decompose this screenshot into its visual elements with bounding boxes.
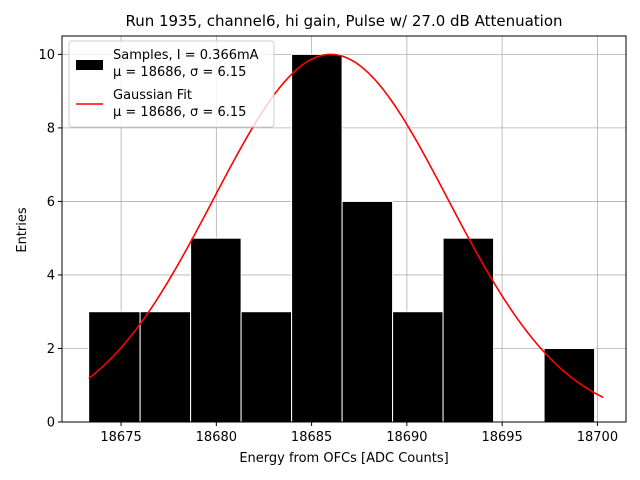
legend-fit-stats: μ = 18686, σ = 6.15 <box>113 105 246 120</box>
x-tick-label: 18685 <box>291 430 332 445</box>
histogram-bar <box>139 311 192 423</box>
histogram-bar <box>341 200 394 423</box>
x-axis-title: Energy from OFCs [ADC Counts] <box>239 451 448 466</box>
y-tick-label: 10 <box>38 48 55 63</box>
legend-samples-stats: μ = 18686, σ = 6.15 <box>113 65 246 80</box>
gaussian-fit-line <box>88 53 604 399</box>
y-tick-label: 2 <box>47 342 55 357</box>
histogram-bar <box>442 237 495 423</box>
legend-samples-swatch <box>76 60 103 70</box>
plot-frame <box>61 35 627 423</box>
gaussian-fit-curve <box>88 53 604 399</box>
histogram-bar <box>88 311 141 423</box>
axis-ticks: 18675 18680 18685 18690 18695 18700 0 2 4 6 8 10 <box>38 48 618 445</box>
y-tick-label: 8 <box>47 121 55 136</box>
chart-title: Run 1935, channel6, hi gain, Pulse w/ 27… <box>125 12 562 30</box>
legend-fit-label: Gaussian Fit <box>113 88 192 103</box>
x-tick-label: 18690 <box>386 430 427 445</box>
histogram-bar <box>291 53 343 423</box>
y-tick-label: 4 <box>47 268 55 283</box>
legend: Samples, I = 0.366mA μ = 18686, σ = 6.15… <box>68 40 275 128</box>
histogram-bar <box>190 237 242 423</box>
legend-box <box>68 40 275 128</box>
y-tick-label: 6 <box>47 195 55 210</box>
histogram-bar <box>392 311 444 423</box>
y-axis-title: Entries <box>15 207 30 253</box>
histogram-bar <box>240 311 293 423</box>
y-tick-label: 0 <box>47 416 55 431</box>
x-tick-label: 18695 <box>481 430 522 445</box>
histogram-bars <box>88 53 596 423</box>
x-tick-label: 18700 <box>577 430 618 445</box>
x-tick-label: 18675 <box>100 430 141 445</box>
legend-samples-label: Samples, I = 0.366mA <box>113 48 259 63</box>
x-tick-label: 18680 <box>196 430 237 445</box>
